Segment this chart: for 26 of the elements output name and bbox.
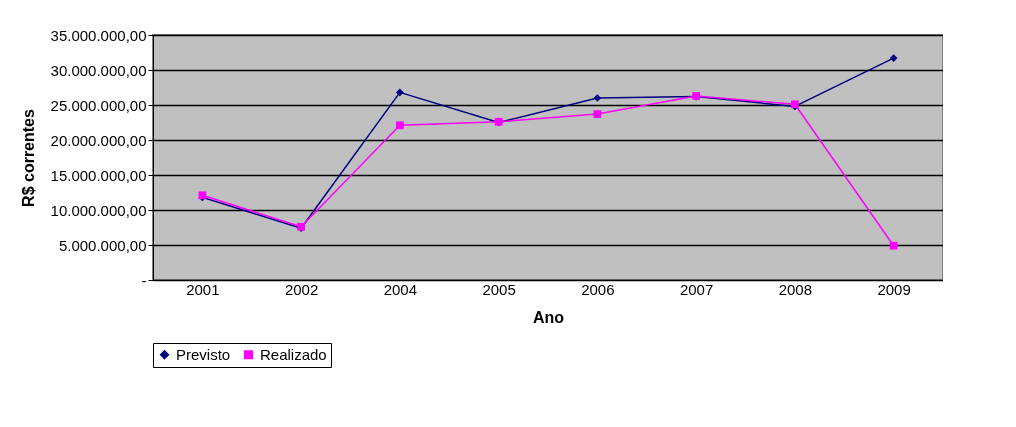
y-tick-label: 20.000.000,00: [50, 131, 147, 149]
x-tick-label: 2002: [284, 280, 319, 298]
point: [396, 88, 404, 97]
y-tick-label: 5.000.000,00: [58, 236, 147, 254]
legend-label: Realizado: [260, 345, 327, 363]
point: [593, 94, 602, 102]
y-tick-label: 25.000.000,00: [50, 96, 147, 114]
point: [593, 110, 602, 118]
x-axis-title: Ano: [532, 308, 565, 326]
x-tick-label: 2006: [581, 280, 615, 298]
x-tick-label: 2001: [186, 280, 220, 298]
y-tick-label: 30.000.000,00: [50, 61, 147, 79]
legend-label: Previsto: [176, 345, 231, 363]
y-tick-label: 15.000.000,00: [50, 166, 147, 184]
y-axis-title: R$ correntes: [19, 108, 37, 207]
point: [396, 121, 404, 130]
y-tick-label: 35.000.000,00: [50, 26, 147, 44]
x-tick-label: 2009: [877, 280, 911, 298]
x-tick-label: 2004: [383, 280, 418, 298]
x-tick-label: 2005: [482, 280, 516, 298]
y-tick-label: -: [141, 271, 147, 289]
x-tick-label: 2007: [679, 280, 714, 298]
point: [889, 241, 898, 250]
x-tick-label: 2008: [778, 280, 813, 298]
y-tick-label: 10.000.000,00: [50, 201, 147, 219]
point: [889, 54, 898, 62]
